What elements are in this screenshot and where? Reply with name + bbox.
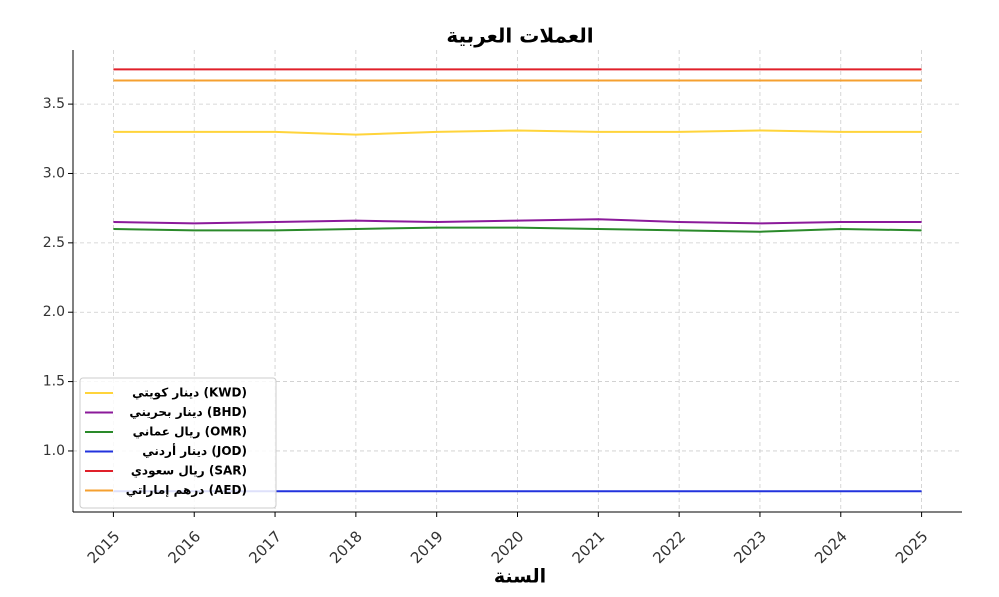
y-tick-label: 3.0 <box>43 165 65 181</box>
y-tick-label: 1.5 <box>43 374 65 390</box>
legend-label: ريال سعودي (SAR) <box>131 464 247 479</box>
legend-label: ريال عماني (OMR) <box>133 425 247 439</box>
y-tick-label: 1.0 <box>43 443 65 459</box>
series-line <box>113 129 922 136</box>
legend-label: درهم إماراتي (AED) <box>126 483 247 497</box>
legend-label: دينار كويتي (KWD) <box>132 386 247 401</box>
y-tick-label: 2.0 <box>43 304 65 320</box>
x-axis-label: السنة <box>494 566 546 588</box>
legend-box <box>79 377 277 509</box>
grid <box>73 50 962 512</box>
legend-label: دينار بحريني (BHD) <box>129 405 247 419</box>
y-tick-label: 3.5 <box>43 96 65 112</box>
chart-title: العملات العربية <box>446 24 593 48</box>
series-line <box>113 218 922 225</box>
legend: دينار كويتي (KWD) دينار بحريني (BHD) ريال … <box>79 377 277 509</box>
series-line <box>113 226 922 233</box>
y-tick-label: 2.5 <box>43 235 65 251</box>
legend-label: دينار أردني (JOD) <box>142 443 247 458</box>
